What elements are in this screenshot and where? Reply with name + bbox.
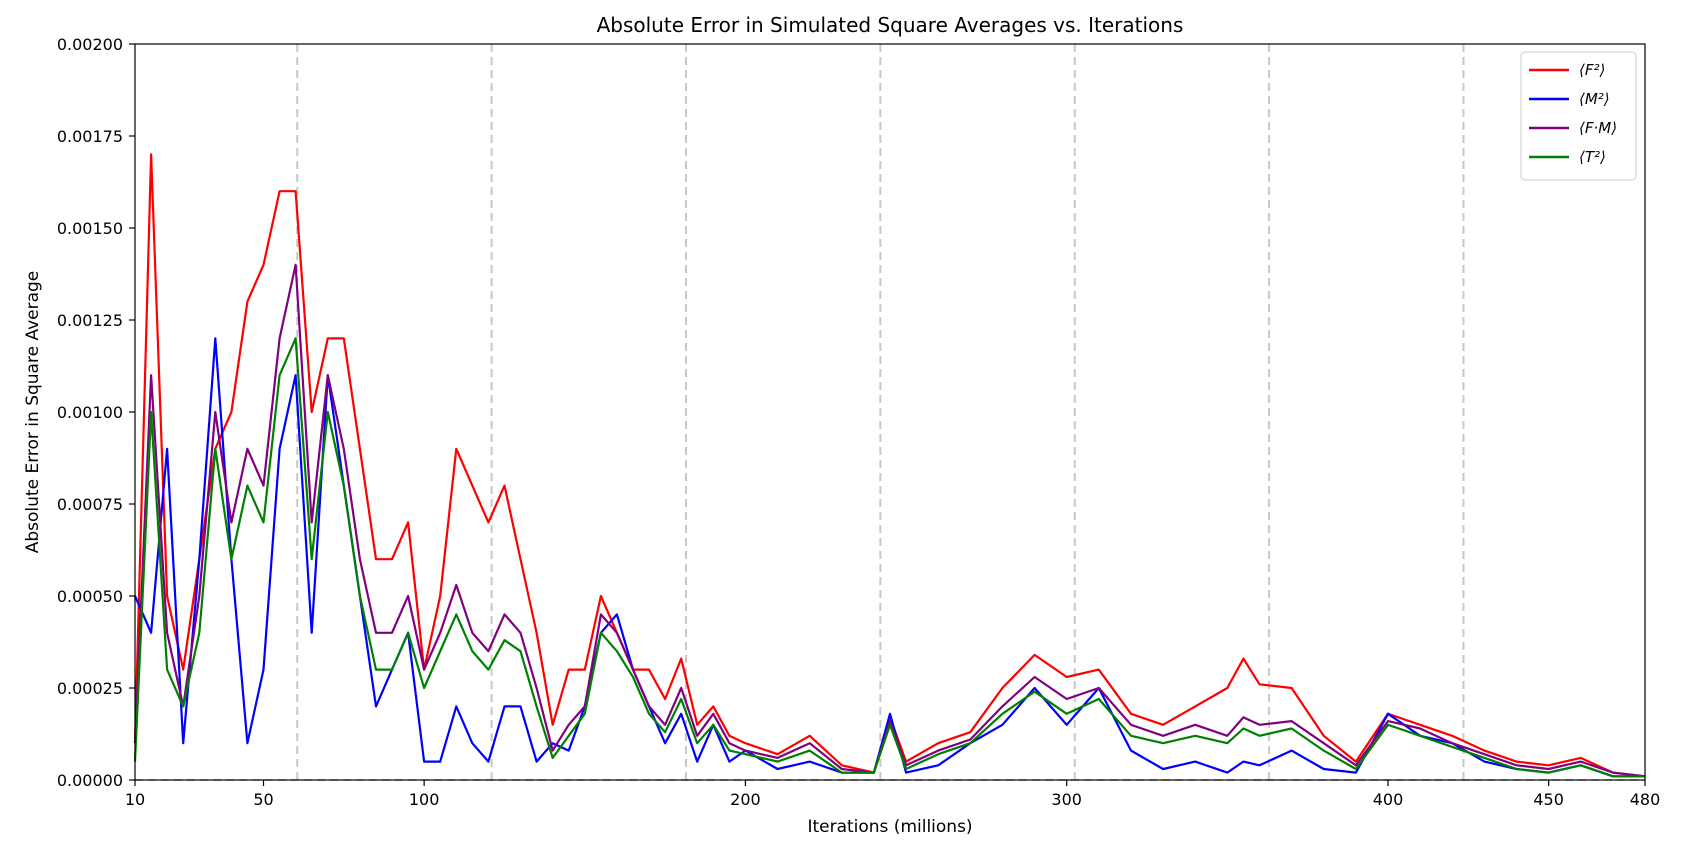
y-tick-label: 0.00000 (57, 771, 123, 790)
legend: ⟨F²⟩ ⟨M²⟩ ⟨F·M⟩ ⟨T²⟩ (1520, 51, 1637, 181)
x-tick-label: 50 (253, 790, 273, 809)
series-line-2 (133, 263, 1646, 778)
plot-frame (134, 43, 1646, 781)
x-tick-label: 200 (730, 790, 761, 809)
y-tick-label: 0.00050 (57, 587, 123, 606)
y-axis-title: Absolute Error in Square Average (23, 271, 43, 554)
legend-label: ⟨M²⟩ (1579, 90, 1610, 108)
y-tick-label: 0.00100 (57, 403, 123, 422)
chart-title: Absolute Error in Simulated Square Avera… (597, 13, 1184, 37)
legend-box (1520, 51, 1637, 181)
axis-ticks: 10 50 100 200 300 400 450 480 0.00000 0.00025 0.00… (57, 35, 1660, 809)
x-tick-label: 400 (1373, 790, 1404, 809)
series-line-1 (133, 337, 1645, 778)
y-tick-label: 0.00175 (57, 127, 123, 146)
legend-label: ⟨F²⟩ (1579, 61, 1605, 79)
legend-label: ⟨T²⟩ (1579, 148, 1606, 166)
legend-label: ⟨F·M⟩ (1579, 119, 1617, 137)
x-tick-label: 450 (1533, 790, 1564, 809)
x-axis-title: Iterations (millions) (807, 817, 972, 837)
series-line-0 (133, 153, 1646, 778)
y-tick-label: 0.00075 (57, 495, 123, 514)
y-tick-label: 0.00125 (57, 311, 123, 330)
x-tick-label: 100 (409, 790, 440, 809)
series-line-3 (133, 337, 1645, 778)
y-tick-label: 0.00200 (57, 35, 123, 54)
x-tick-label: 10 (125, 790, 145, 809)
y-tick-label: 0.00150 (57, 219, 123, 238)
y-tick-label: 0.00025 (57, 679, 123, 698)
x-tick-label: 480 (1630, 790, 1661, 809)
x-tick-label: 300 (1051, 790, 1082, 809)
